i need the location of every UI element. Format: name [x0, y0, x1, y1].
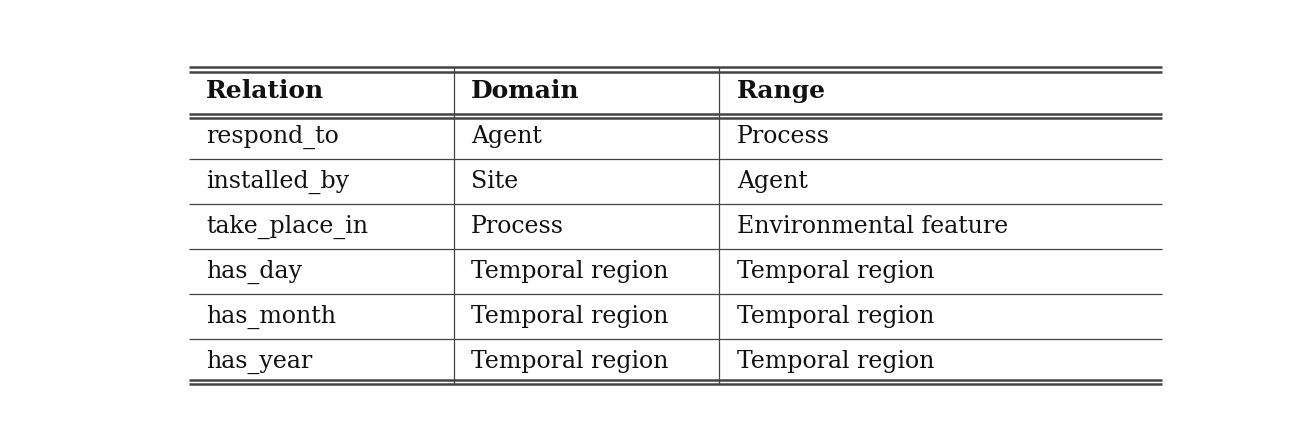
Text: Temporal region: Temporal region	[471, 350, 668, 373]
Text: Environmental feature: Environmental feature	[736, 215, 1008, 238]
Text: Agent: Agent	[471, 125, 542, 148]
Text: Relation: Relation	[207, 79, 324, 103]
Text: Temporal region: Temporal region	[736, 260, 934, 283]
Text: respond_to: respond_to	[207, 125, 339, 149]
Text: Temporal region: Temporal region	[736, 305, 934, 328]
Text: has_day: has_day	[207, 260, 302, 284]
Text: Range: Range	[736, 79, 825, 103]
Text: has_year: has_year	[207, 350, 313, 374]
Text: Agent: Agent	[736, 170, 807, 193]
Text: Domain: Domain	[471, 79, 579, 103]
Text: Process: Process	[736, 125, 829, 148]
Text: Process: Process	[471, 215, 564, 238]
Text: Temporal region: Temporal region	[736, 350, 934, 373]
Text: Temporal region: Temporal region	[471, 260, 668, 283]
Text: has_month: has_month	[207, 304, 336, 329]
Text: take_place_in: take_place_in	[207, 215, 369, 239]
Text: Site: Site	[471, 170, 518, 193]
Text: installed_by: installed_by	[207, 169, 349, 194]
Text: Temporal region: Temporal region	[471, 305, 668, 328]
